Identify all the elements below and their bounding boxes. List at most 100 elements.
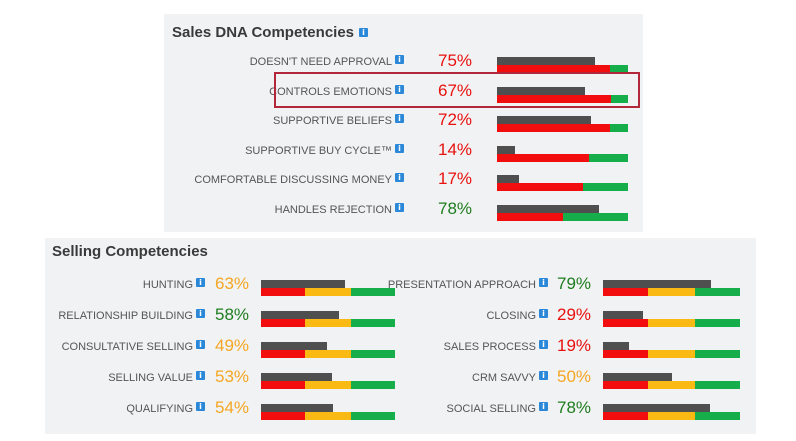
competency-label: PRESENTATION APPROACH i: [387, 277, 548, 291]
scale-segment-red: [603, 412, 649, 420]
score-bar: [497, 87, 628, 104]
info-icon[interactable]: i: [539, 401, 548, 411]
info-icon[interactable]: i: [196, 370, 205, 380]
competency-label: SALES PROCESS i: [444, 339, 548, 353]
scale-segment-red: [497, 124, 610, 132]
competency-label-text: DOESN'T NEED APPROVAL: [249, 56, 392, 68]
scale-segment-green: [694, 288, 740, 296]
info-icon[interactable]: i: [395, 143, 404, 153]
score-bar-fill: [261, 311, 339, 319]
score-scale: [497, 65, 628, 73]
competency-percent: 78%: [438, 199, 473, 218]
score-bar-fill: [497, 87, 585, 95]
scale-segment-red: [497, 95, 611, 103]
scale-segment-red: [497, 65, 610, 73]
info-icon[interactable]: i: [395, 54, 404, 64]
score-scale: [603, 319, 740, 327]
info-icon[interactable]: i: [395, 84, 404, 94]
info-icon[interactable]: i: [539, 370, 548, 380]
competency-label: CONSULTATIVE SELLING i: [62, 339, 205, 353]
score-bar-fill: [261, 280, 346, 288]
competency-percent: 67%: [438, 81, 473, 100]
competency-label: DOESN'T NEED APPROVAL i: [249, 54, 404, 68]
competency-percent: 49%: [215, 336, 250, 355]
scale-segment-red: [261, 288, 306, 296]
score-bar-fill: [261, 404, 334, 412]
info-icon[interactable]: i: [395, 113, 404, 123]
scale-segment-red: [261, 350, 306, 358]
scale-segment-green: [350, 381, 395, 389]
competency-label-text: CLOSING: [486, 310, 536, 322]
info-icon[interactable]: i: [395, 172, 404, 182]
sales-dna-title: Sales DNA Competencies i: [172, 24, 369, 41]
competency-percent: 14%: [438, 140, 473, 159]
scale-segment-green: [588, 154, 628, 162]
score-scale: [497, 124, 628, 132]
scale-segment-red: [261, 412, 306, 420]
info-icon[interactable]: i: [539, 277, 548, 287]
scale-segment-red: [603, 288, 649, 296]
score-scale: [261, 319, 395, 327]
score-bar-fill: [497, 175, 520, 183]
score-bar-fill: [497, 57, 596, 65]
selling-competencies-title: Selling Competencies: [52, 243, 208, 260]
competency-label-text: HANDLES REJECTION: [274, 204, 392, 216]
score-bar: [261, 311, 395, 328]
score-bar: [497, 116, 628, 133]
competency-label: HUNTING i: [143, 277, 205, 291]
info-icon[interactable]: i: [196, 277, 205, 287]
competency-percent: 63%: [215, 274, 250, 293]
competency-label: SUPPORTIVE BUY CYCLE™ i: [245, 143, 404, 157]
scale-segment-yellow: [648, 412, 695, 420]
scale-segment-green: [610, 95, 628, 103]
score-bar: [603, 342, 740, 359]
competency-label: SUPPORTIVE BELIEFS i: [272, 113, 404, 127]
competency-percent: 19%: [557, 336, 592, 355]
competency-percent: 79%: [557, 274, 592, 293]
score-scale: [261, 288, 395, 296]
info-icon[interactable]: i: [395, 202, 404, 212]
scale-segment-green: [350, 350, 395, 358]
scale-segment-green: [350, 412, 395, 420]
scale-segment-yellow: [648, 381, 695, 389]
scale-segment-green: [609, 124, 628, 132]
competency-percent: 50%: [557, 367, 592, 386]
info-icon[interactable]: i: [539, 308, 548, 318]
competency-percent: 75%: [438, 51, 473, 70]
scale-segment-green: [694, 319, 740, 327]
score-scale: [261, 381, 395, 389]
score-bar-fill: [603, 280, 712, 288]
info-icon[interactable]: i: [359, 28, 369, 37]
score-bar: [603, 280, 740, 297]
scale-segment-green: [350, 319, 395, 327]
info-icon[interactable]: i: [196, 308, 205, 318]
score-bar: [497, 175, 628, 192]
scale-segment-yellow: [305, 381, 351, 389]
competency-percent: 17%: [438, 169, 473, 188]
scale-segment-green: [694, 350, 740, 358]
competency-label-text: PRESENTATION APPROACH: [387, 279, 536, 291]
score-scale: [497, 95, 628, 103]
competency-label-text: RELATIONSHIP BUILDING: [58, 310, 193, 322]
info-icon[interactable]: i: [196, 339, 205, 349]
score-bar: [603, 373, 740, 390]
score-bar: [497, 57, 628, 74]
competency-label: CLOSING i: [486, 308, 548, 322]
scale-segment-green: [350, 288, 395, 296]
scale-segment-green: [583, 183, 628, 191]
scale-segment-red: [603, 350, 649, 358]
scale-segment-red: [261, 381, 306, 389]
score-bar-fill: [497, 205, 600, 213]
competency-label-text: SUPPORTIVE BUY CYCLE™: [245, 145, 392, 157]
scale-segment-green: [694, 381, 740, 389]
scale-segment-yellow: [305, 319, 351, 327]
scale-segment-red: [603, 381, 649, 389]
score-bar-fill: [603, 404, 710, 412]
scale-segment-red: [497, 154, 589, 162]
score-bar: [261, 280, 395, 297]
competency-label-text: COMFORTABLE DISCUSSING MONEY: [194, 174, 392, 186]
info-icon[interactable]: i: [196, 401, 205, 411]
competency-label-text: SUPPORTIVE BELIEFS: [272, 115, 392, 127]
scale-segment-red: [497, 183, 584, 191]
info-icon[interactable]: i: [539, 339, 548, 349]
